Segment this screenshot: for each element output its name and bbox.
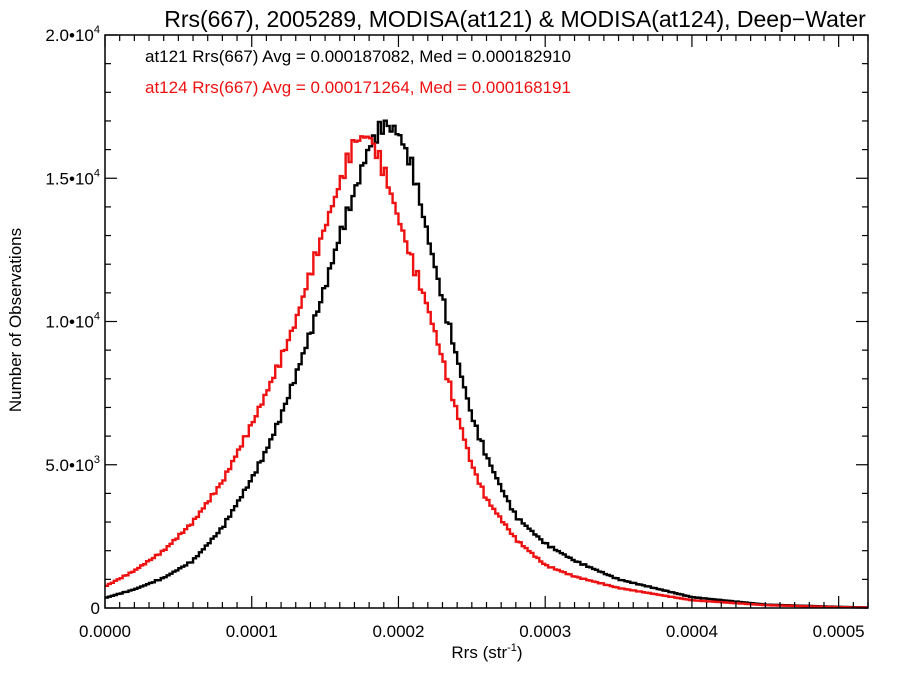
y-tick-label: 5.0•103 — [45, 454, 100, 475]
y-tick-mantissa: 5.0•10 — [45, 456, 94, 475]
y-tick-label: 2.0•104 — [45, 24, 100, 45]
y-tick-exponent: 3 — [94, 454, 100, 466]
series-line-0 — [105, 119, 868, 609]
x-tick-label: 0.0005 — [813, 622, 865, 641]
x-tick-label: 0.0002 — [372, 622, 424, 641]
x-tick-label: 0.0001 — [226, 622, 278, 641]
plot-area: 0.0000 0.0001 0.0002 0.0003 0.0004 0.0005 0 5.0… — [45, 24, 869, 641]
y-tick-mantissa: 1.5•10 — [45, 169, 94, 188]
y-tick-exponent: 4 — [94, 24, 100, 36]
x-tick-label: 0.0003 — [519, 622, 571, 641]
y-tick-exponent: 4 — [94, 311, 100, 323]
x-tick-label: 0.0004 — [666, 622, 718, 641]
y-tick-label: 1.0•104 — [45, 311, 100, 332]
y-tick-exponent: 4 — [94, 167, 100, 179]
legend-entry-at121: at121 Rrs(667) Avg = 0.000187082, Med = … — [145, 47, 571, 66]
x-tick-label: 0.0000 — [79, 622, 131, 641]
legend-entry-at124: at124 Rrs(667) Avg = 0.000171264, Med = … — [145, 78, 571, 97]
y-tick-mantissa: 2.0•10 — [45, 26, 94, 45]
chart-title: Rrs(667), 2005289, MODISA(at121) & MODIS… — [164, 6, 866, 32]
y-tick-label: 1.5•104 — [45, 167, 100, 188]
y-tick-label: 0 — [91, 599, 100, 618]
x-axis-label: Rrs (str-1) — [451, 642, 522, 662]
y-axis-label: Number of Observations — [6, 228, 25, 412]
y-tick-mantissa: 1.0•10 — [45, 313, 94, 332]
series-line-1 — [105, 135, 868, 609]
x-axis-label-superscript: -1 — [507, 642, 517, 654]
plot-frame — [104, 34, 869, 609]
x-axis-label-close: ) — [517, 643, 523, 662]
x-axis-label-text: Rrs (str — [451, 643, 507, 662]
